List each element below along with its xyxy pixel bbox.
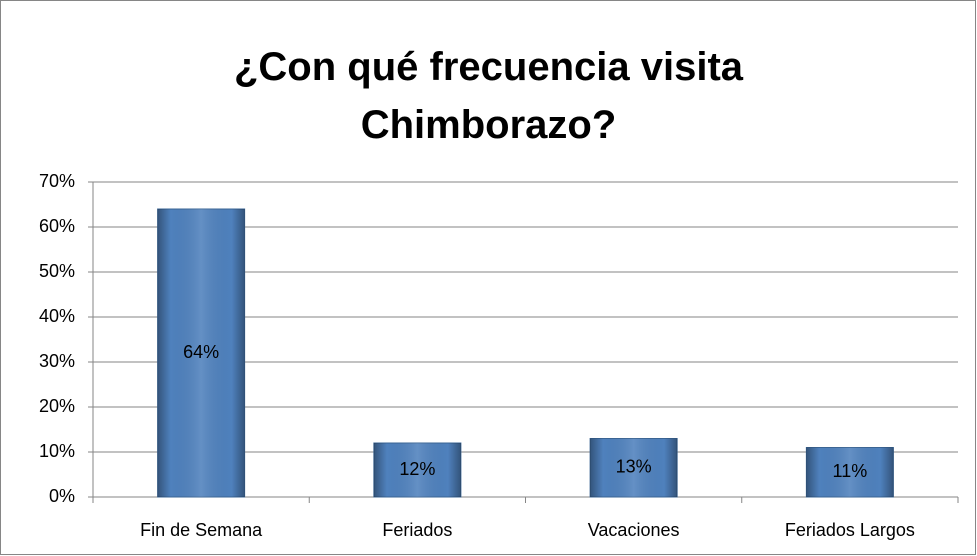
y-tick-label: 30% — [39, 351, 75, 371]
y-tick-label: 0% — [49, 486, 75, 506]
y-tick-label: 50% — [39, 261, 75, 281]
value-label: 64% — [183, 342, 219, 362]
y-tick-label: 40% — [39, 306, 75, 326]
bar-shade — [590, 438, 678, 497]
x-tick-label: Feriados Largos — [785, 520, 915, 540]
bar-shade — [806, 447, 894, 497]
x-tick-label: Fin de Semana — [140, 520, 263, 540]
title-box: ¿Con qué frecuencia visita Chimborazo? — [0, 38, 977, 154]
y-tick-label: 70% — [39, 171, 75, 191]
chart-title: ¿Con qué frecuencia visita Chimborazo? — [233, 45, 744, 147]
y-tick-label: 60% — [39, 216, 75, 236]
value-label: 12% — [399, 459, 435, 479]
x-tick-label: Feriados — [382, 520, 452, 540]
y-tick-label: 10% — [39, 441, 75, 461]
y-tick-label: 20% — [39, 396, 75, 416]
bar-shade — [157, 209, 245, 497]
bar-shade — [373, 443, 461, 497]
value-label: 11% — [833, 461, 868, 481]
x-tick-label: Vacaciones — [588, 520, 680, 540]
value-label: 13% — [616, 457, 652, 477]
